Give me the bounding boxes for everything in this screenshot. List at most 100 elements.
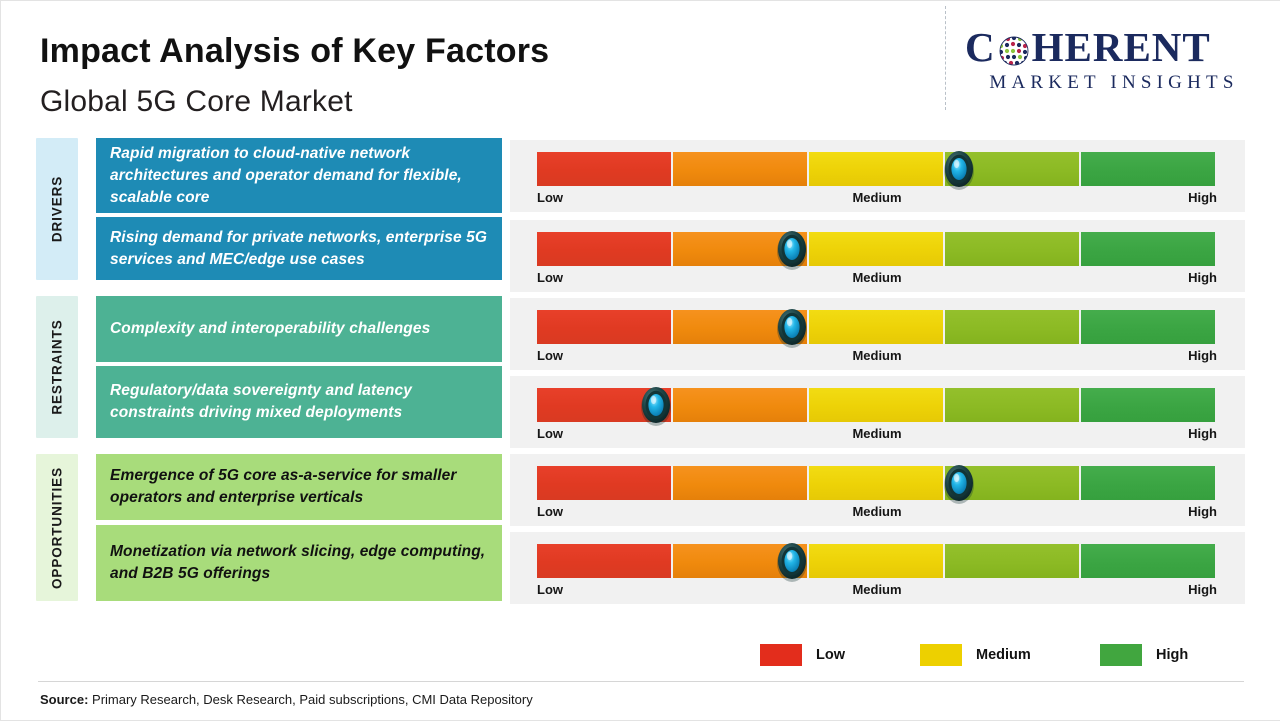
- legend-swatch-medium: [920, 644, 962, 666]
- factor-box[interactable]: Regulatory/data sovereignty and latency …: [96, 366, 502, 438]
- legend-swatch-low: [760, 644, 802, 666]
- footer-divider: [38, 681, 1244, 682]
- globe-dots-icon: [997, 34, 1031, 68]
- gauge-tick-low: Low: [537, 504, 563, 519]
- factor-box[interactable]: Rising demand for private networks, ente…: [96, 217, 502, 280]
- gauge-tick-high: High: [1188, 190, 1217, 205]
- page-subtitle: Global 5G Core Market: [40, 85, 353, 118]
- category-rail-restraints: RESTRAINTS: [36, 296, 78, 438]
- legend-item-high[interactable]: High: [1100, 644, 1188, 666]
- gauge-segment-medium: [809, 310, 943, 344]
- gauge-segment-low: [537, 232, 671, 266]
- legend-label-high: High: [1156, 647, 1189, 663]
- factor-box[interactable]: Rapid migration to cloud-native network …: [96, 138, 502, 213]
- factor-text: Rising demand for private networks, ente…: [110, 228, 487, 268]
- gauge-bar[interactable]: [537, 151, 1217, 190]
- gauge-tick-high: High: [1188, 582, 1217, 597]
- gauge-segment-midhigh: [945, 310, 1079, 344]
- legend-swatch-high: [1100, 644, 1142, 666]
- gauge-segment-low: [537, 544, 671, 578]
- gauge-panel[interactable]: Low Medium High: [510, 376, 1245, 448]
- category-rail-drivers: DRIVERS: [36, 138, 78, 280]
- gauge-tick-low: Low: [537, 582, 563, 597]
- gauge-segment-low: [537, 388, 671, 422]
- factor-text: Emergence of 5G core as-a-service for sm…: [110, 467, 457, 506]
- gauge-tick-medium: Medium: [852, 504, 902, 519]
- gauge-tick-low: Low: [537, 426, 563, 441]
- gauge-tick-medium: Medium: [852, 582, 902, 597]
- gauge-segment-medium: [809, 388, 943, 422]
- gauge-tick-high: High: [1188, 348, 1217, 363]
- gauge-segment-lowmid: [673, 152, 807, 186]
- gauge-tick-low: Low: [537, 190, 563, 205]
- legend: Low Medium High: [760, 644, 1188, 668]
- gauge-segment-midhigh: [945, 544, 1079, 578]
- category-label-opportunities: OPPORTUNITIES: [49, 466, 65, 589]
- gauge-tick-low: Low: [537, 348, 563, 363]
- gauge-tick-high: High: [1188, 426, 1217, 441]
- gauge-segment-lowmid: [673, 310, 807, 344]
- gauge-panel[interactable]: Low Medium High: [510, 454, 1245, 526]
- gauge-segment-midhigh: [945, 466, 1079, 500]
- gauge-segment-medium: [809, 232, 943, 266]
- gauge-segment-high: [1081, 152, 1215, 186]
- factor-box[interactable]: Monetization via network slicing, edge c…: [96, 525, 502, 601]
- coherent-market-insights-logo: C: [965, 24, 1261, 100]
- gauge-tick-high: High: [1188, 504, 1217, 519]
- legend-item-low[interactable]: Low: [760, 644, 845, 666]
- gauge-segment-medium: [809, 152, 943, 186]
- gauge-segment-midhigh: [945, 232, 1079, 266]
- legend-label-low: Low: [816, 647, 845, 663]
- category-label-drivers: DRIVERS: [49, 175, 65, 243]
- factor-box[interactable]: Complexity and interoperability challeng…: [96, 296, 502, 362]
- gauge-segment-low: [537, 152, 671, 186]
- gauge-tick-medium: Medium: [852, 426, 902, 441]
- gauge-segment-lowmid: [673, 388, 807, 422]
- gauge-tick-medium: Medium: [852, 190, 902, 205]
- gauge-segment-medium: [809, 544, 943, 578]
- gauge-segment-high: [1081, 232, 1215, 266]
- impact-matrix: DRIVERS RESTRAINTS OPPORTUNITIES Rapid m…: [0, 134, 1280, 614]
- page-title: Impact Analysis of Key Factors: [40, 32, 550, 70]
- gauge-segment-midhigh: [945, 152, 1079, 186]
- factor-text: Complexity and interoperability challeng…: [110, 320, 431, 337]
- gauge-panel[interactable]: Low Medium High: [510, 140, 1245, 212]
- gauge-segment-high: [1081, 388, 1215, 422]
- gauge-segment-high: [1081, 544, 1215, 578]
- gauge-tick-high: High: [1188, 270, 1217, 285]
- category-label-restraints: RESTRAINTS: [49, 319, 65, 415]
- gauge-segment-lowmid: [673, 466, 807, 500]
- logo-letter-c: C: [965, 24, 996, 70]
- gauge-segment-low: [537, 466, 671, 500]
- gauge-segment-high: [1081, 466, 1215, 500]
- gauge-bar[interactable]: [537, 465, 1217, 504]
- gauge-panel[interactable]: Low Medium High: [510, 220, 1245, 292]
- source-label: Source:: [40, 692, 89, 707]
- gauge-panel[interactable]: Low Medium High: [510, 298, 1245, 370]
- source-note: Source: Primary Research, Desk Research,…: [40, 692, 533, 707]
- gauge-bar[interactable]: [537, 387, 1217, 426]
- factor-text: Rapid migration to cloud-native network …: [110, 144, 462, 206]
- legend-label-medium: Medium: [976, 647, 1031, 663]
- logo-tagline: MARKET INSIGHTS: [989, 72, 1239, 93]
- gauge-bar[interactable]: [537, 231, 1217, 270]
- factor-text: Monetization via network slicing, edge c…: [110, 543, 486, 582]
- gauge-panel[interactable]: Low Medium High: [510, 532, 1245, 604]
- logo-letters-herent: HERENT: [1031, 24, 1211, 70]
- gauge-tick-medium: Medium: [852, 270, 902, 285]
- category-rail-opportunities: OPPORTUNITIES: [36, 454, 78, 601]
- logo-wordmark: C: [965, 24, 1261, 70]
- factor-box[interactable]: Emergence of 5G core as-a-service for sm…: [96, 454, 502, 520]
- factor-text: Regulatory/data sovereignty and latency …: [110, 382, 412, 421]
- gauge-segment-lowmid: [673, 544, 807, 578]
- gauge-tick-low: Low: [537, 270, 563, 285]
- gauge-tick-medium: Medium: [852, 348, 902, 363]
- gauge-segment-midhigh: [945, 388, 1079, 422]
- legend-item-medium[interactable]: Medium: [920, 644, 1031, 666]
- source-text: Primary Research, Desk Research, Paid su…: [88, 692, 533, 707]
- gauge-bar[interactable]: [537, 309, 1217, 348]
- gauge-segment-lowmid: [673, 232, 807, 266]
- header-divider: [945, 6, 946, 110]
- gauge-bar[interactable]: [537, 543, 1217, 582]
